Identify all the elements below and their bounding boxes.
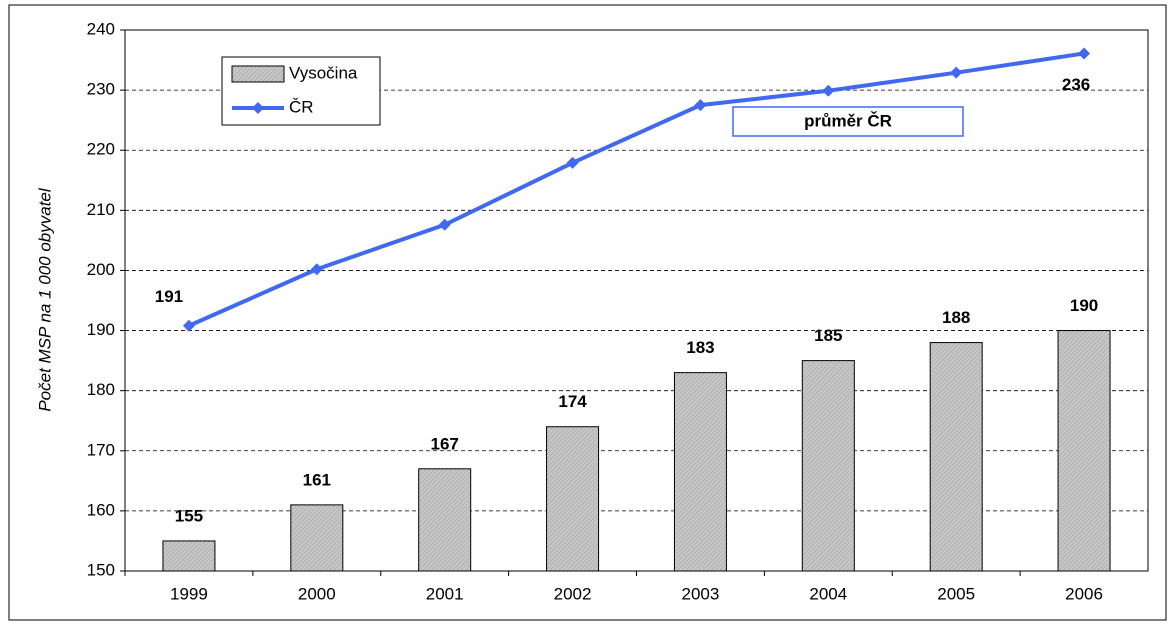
x-tick-label: 2004: [809, 584, 847, 603]
x-tick-label: 2002: [554, 584, 592, 603]
x-tick-label: 1999: [170, 584, 208, 603]
data-label: 191: [155, 287, 183, 306]
bar: [162, 540, 216, 572]
y-tick-label: 230: [87, 80, 115, 99]
marker: [182, 319, 195, 332]
bar: [290, 504, 344, 572]
annotation-box: [732, 106, 964, 137]
line: [188, 51, 1085, 328]
x-tick-label: 2000: [298, 584, 336, 603]
marker: [694, 99, 707, 112]
marker: [438, 218, 451, 231]
y-tick-label: 180: [87, 380, 115, 399]
bar: [546, 426, 600, 572]
bar: [801, 360, 855, 572]
legend-swatch: [231, 65, 285, 83]
marker: [310, 263, 323, 276]
data-label: 190: [1070, 296, 1098, 315]
data-label: 183: [686, 338, 714, 357]
data-label: 236: [1062, 75, 1090, 94]
bar: [673, 372, 727, 572]
y-tick-label: 160: [87, 500, 115, 519]
y-tick-label: 150: [87, 560, 115, 579]
x-tick-label: 2003: [682, 584, 720, 603]
x-tick-label: 2001: [426, 584, 464, 603]
x-tick-label: 2005: [937, 584, 975, 603]
data-label: 188: [942, 308, 970, 327]
y-tick-label: 210: [87, 200, 115, 219]
data-label: 185: [814, 326, 842, 345]
marker: [566, 156, 579, 169]
data-label: 161: [303, 470, 331, 489]
data-label: 155: [175, 506, 203, 525]
marker: [950, 66, 963, 79]
y-tick-label: 190: [87, 320, 115, 339]
y-tick-label: 170: [87, 440, 115, 459]
legend-label: ČR: [289, 97, 314, 116]
y-tick-label: 240: [87, 19, 115, 38]
x-tick-label: 2006: [1065, 584, 1103, 603]
marker: [822, 84, 835, 97]
bar: [1057, 330, 1111, 572]
y-tick-label: 200: [87, 260, 115, 279]
legend-marker: [252, 102, 264, 114]
bar: [929, 342, 983, 572]
marker: [1078, 47, 1091, 60]
data-label: 174: [558, 392, 587, 411]
annotation: průměr ČR: [804, 111, 892, 130]
y-tick-label: 220: [87, 140, 115, 159]
data-label: 167: [431, 434, 459, 453]
y-axis-label: Počet MSP na 1 000 obyvatel: [35, 187, 54, 412]
bar: [418, 468, 472, 572]
legend-label: Vysočina: [289, 63, 358, 82]
